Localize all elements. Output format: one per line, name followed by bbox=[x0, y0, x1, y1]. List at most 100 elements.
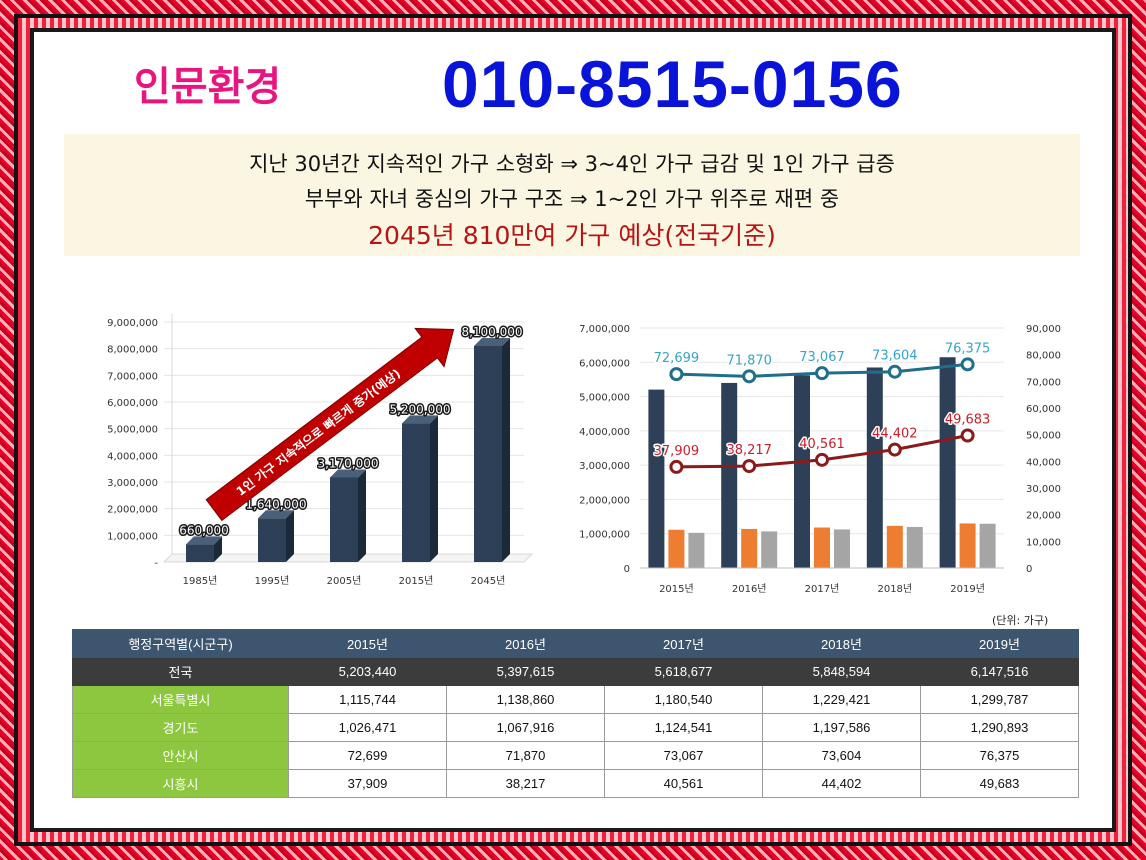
x-tick-label: 2019년 bbox=[950, 583, 985, 595]
bar-top bbox=[330, 469, 366, 478]
data-label-시흥시-outline: 38,217 bbox=[726, 443, 772, 458]
y-right-tick-label: 10,000 bbox=[1026, 537, 1061, 548]
table-cell: 49,683 bbox=[920, 769, 1079, 798]
table-cell: 5,203,440 bbox=[288, 657, 447, 686]
table-row: 경기도 1,026,471 1,067,916 1,124,541 1,197,… bbox=[72, 713, 1079, 742]
data-label-outline: 3,170,000 bbox=[317, 456, 378, 470]
x-tick-label: 2005년 bbox=[327, 575, 362, 587]
y-left-tick-label: 4,000,000 bbox=[579, 427, 630, 438]
table-cell: 73,604 bbox=[762, 741, 921, 770]
y-left-tick-label: 2,000,000 bbox=[579, 495, 630, 506]
y-tick-label: 5,000,000 bbox=[107, 425, 158, 436]
y-tick-label: 6,000,000 bbox=[107, 398, 158, 409]
arrow-annotation: 1인 가구 지속적으로 빠르게 증가(예상) bbox=[233, 365, 403, 498]
point-시흥시 bbox=[887, 442, 902, 457]
data-label-시흥시: 38,217 bbox=[726, 443, 772, 458]
bar bbox=[474, 346, 502, 562]
data-label: 8,100,000 bbox=[461, 325, 522, 339]
header-cell: 2017년 bbox=[604, 629, 763, 658]
x-tick-label: 1995년 bbox=[255, 575, 290, 587]
table-cell: 6,147,516 bbox=[920, 657, 1079, 686]
bar-서울특별시 bbox=[814, 527, 830, 568]
table-cell: 1,299,787 bbox=[920, 685, 1079, 714]
bar-side bbox=[286, 510, 294, 562]
point-안산시 bbox=[669, 367, 684, 382]
bar-top bbox=[474, 338, 510, 346]
point-시흥시 bbox=[742, 459, 757, 474]
header-cell: 2016년 bbox=[446, 629, 605, 658]
y-right-tick-label: 20,000 bbox=[1026, 511, 1061, 522]
data-label-안산시: 71,870 bbox=[726, 353, 772, 368]
bar-서울특별시 bbox=[959, 523, 976, 568]
row-header-cell: 시흥시 bbox=[72, 769, 289, 798]
households-table: 행정구역별(시군구) 2015년 2016년 2017년 2018년 2019년… bbox=[72, 629, 1079, 798]
row-header-cell: 전국 bbox=[72, 657, 289, 686]
data-label: 1,640,000 bbox=[245, 497, 306, 511]
chart-households-by-region: 0 1,000,000 2,000,000 3,000,000 4,000,000 5,0… bbox=[579, 324, 1061, 595]
table-cell: 1,124,541 bbox=[604, 713, 763, 742]
bar bbox=[186, 544, 214, 562]
table-cell: 72,699 bbox=[288, 741, 447, 770]
phone-number: 010-8515-0156 bbox=[442, 47, 903, 121]
data-label-outline: 8,100,000 bbox=[461, 325, 522, 339]
table-cell: 5,848,594 bbox=[762, 657, 921, 686]
bar-전국 bbox=[648, 389, 665, 568]
y-right-tick-label: 40,000 bbox=[1026, 457, 1061, 468]
table-cell: 76,375 bbox=[920, 741, 1079, 770]
data-label-안산시-outline: 76,375 bbox=[945, 341, 991, 356]
banner-line-2: 부부와 자녀 중심의 가구 구조 ⇒ 1~2인 가구 위주로 재편 중 bbox=[304, 187, 840, 211]
chart-single-households: - 1,000,000 2,000,000 3,000,000 4,000,000 5,0… bbox=[107, 314, 534, 587]
bar-전국 bbox=[866, 367, 883, 568]
row-header-cell: 안산시 bbox=[72, 741, 289, 770]
x-tick-label: 2018년 bbox=[877, 583, 912, 595]
bar-서울특별시 bbox=[668, 529, 685, 568]
data-label-안산시-outline: 71,870 bbox=[726, 353, 772, 368]
x-tick-label: 2017년 bbox=[805, 583, 840, 595]
data-label-시흥시: 37,909 bbox=[654, 444, 700, 459]
header-cell: 2019년 bbox=[920, 629, 1079, 658]
table-cell: 1,115,744 bbox=[288, 685, 447, 714]
bar-경기도 bbox=[834, 529, 850, 568]
summary-banner: 지난 30년간 지속적인 가구 소형화 ⇒ 3~4인 가구 급감 및 1인 가구… bbox=[64, 134, 1080, 256]
y-left-tick-label: 7,000,000 bbox=[579, 324, 630, 335]
y-left-tick-label: 5,000,000 bbox=[579, 393, 630, 404]
bar-side bbox=[358, 469, 366, 562]
bar bbox=[402, 423, 430, 562]
table-cell: 1,180,540 bbox=[604, 685, 763, 714]
y-right-tick-label: 50,000 bbox=[1026, 431, 1061, 442]
y-tick-label: 3,000,000 bbox=[107, 478, 158, 489]
bar-경기도 bbox=[761, 531, 778, 568]
data-label-안산시: 73,604 bbox=[872, 349, 918, 364]
table-header-row: 행정구역별(시군구) 2015년 2016년 2017년 2018년 2019년 bbox=[72, 629, 1079, 658]
data-label-시흥시-outline: 44,402 bbox=[872, 427, 918, 442]
bar-top bbox=[402, 415, 438, 424]
point-안산시 bbox=[742, 369, 757, 384]
table-cell: 73,067 bbox=[604, 741, 763, 770]
y-right-tick-label: 90,000 bbox=[1026, 324, 1061, 335]
table-row: 전국 5,203,440 5,397,615 5,618,677 5,848,5… bbox=[72, 657, 1079, 686]
bar-전국 bbox=[721, 382, 738, 568]
bar-전국 bbox=[939, 357, 956, 568]
data-label-시흥시: 44,402 bbox=[872, 427, 918, 442]
bar bbox=[330, 477, 358, 562]
data-label: 3,170,000 bbox=[317, 456, 378, 470]
y-tick-label: - bbox=[154, 558, 158, 569]
y-left-tick-label: 3,000,000 bbox=[579, 461, 630, 472]
bar-top bbox=[258, 510, 294, 519]
table-row: 서울특별시 1,115,744 1,138,860 1,180,540 1,22… bbox=[72, 685, 1079, 714]
bar-side bbox=[430, 415, 438, 562]
y-tick-label: 7,000,000 bbox=[107, 371, 158, 382]
data-label-시흥시-outline: 49,683 bbox=[945, 413, 991, 428]
y-tick-label: 2,000,000 bbox=[107, 505, 158, 516]
table-cell: 44,402 bbox=[762, 769, 921, 798]
y-tick-label: 8,000,000 bbox=[107, 345, 158, 356]
row-header-cell: 경기도 bbox=[72, 713, 289, 742]
banner-line-1: 지난 30년간 지속적인 가구 소형화 ⇒ 3~4인 가구 급감 및 1인 가구… bbox=[249, 152, 895, 176]
arrow-shape bbox=[205, 327, 455, 522]
bar-side bbox=[214, 536, 222, 562]
data-label-안산시-outline: 73,604 bbox=[872, 349, 918, 364]
bar-side bbox=[502, 338, 510, 562]
data-label-안산시: 76,375 bbox=[945, 341, 991, 356]
data-label: 5,200,000 bbox=[389, 402, 450, 416]
point-시흥시 bbox=[960, 428, 975, 443]
